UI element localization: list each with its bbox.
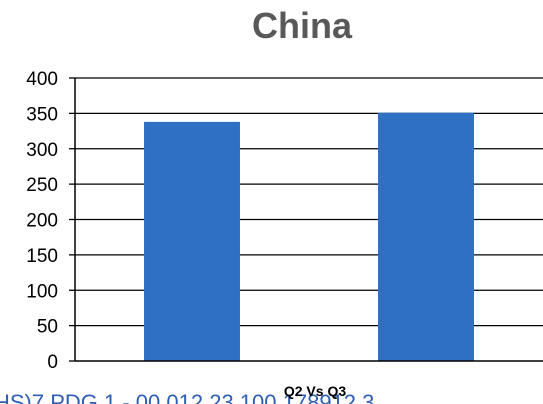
bars bbox=[144, 112, 474, 362]
bar-1 bbox=[144, 121, 240, 362]
y-tick-label: 250 bbox=[26, 175, 58, 196]
y-tick-label: 150 bbox=[26, 246, 58, 267]
y-tick-label: 0 bbox=[47, 352, 58, 373]
y-tick-label: 400 bbox=[26, 69, 58, 90]
y-tick-label: 50 bbox=[37, 317, 58, 338]
y-tick-label: 100 bbox=[26, 281, 58, 302]
y-tick-label: 200 bbox=[26, 211, 58, 232]
y-tick-label: 350 bbox=[26, 104, 58, 125]
chart-title: China bbox=[252, 5, 353, 46]
y-axis-ticks: 0 50 100 150 200 250 300 350 400 bbox=[26, 69, 75, 373]
bar-2 bbox=[378, 112, 474, 361]
y-tick-label: 300 bbox=[26, 140, 58, 161]
footer-text: HS)7 PDG 1 - 00 012 23 100 178912 3 bbox=[0, 390, 374, 404]
x-axis-label: Q2 Vs Q3 bbox=[284, 383, 346, 399]
